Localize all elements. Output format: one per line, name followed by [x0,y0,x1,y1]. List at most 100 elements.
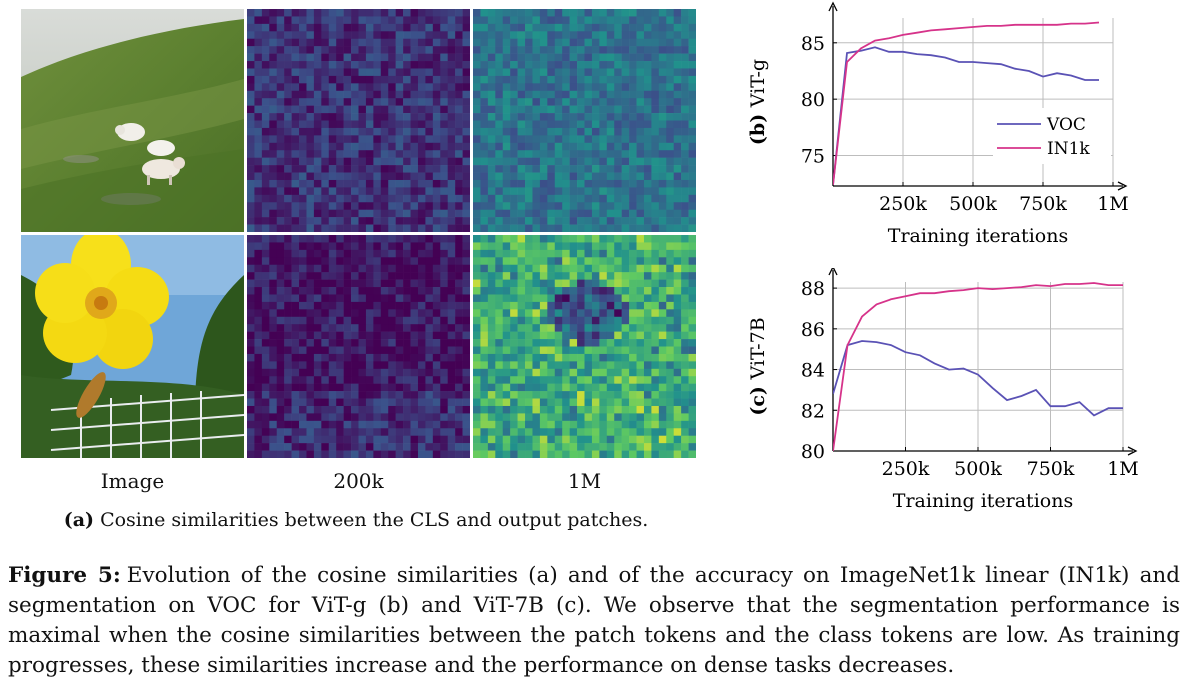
heatmap-cell [651,264,660,273]
heatmap-cell [417,435,426,444]
heatmap-cell [447,209,456,218]
heatmap-cell [261,316,270,325]
heatmap-cell [462,90,470,99]
heatmap-cell [455,361,463,370]
heatmap-cell [599,257,608,266]
heatmap-cell [502,361,511,370]
heatmap-cell [643,165,652,173]
heatmap-cell [306,405,315,414]
heatmap-cell [569,242,578,251]
heatmap-cell [480,46,489,54]
heatmap-cell [629,264,637,273]
heatmap-cell [614,331,622,340]
heatmap-cell [462,165,470,173]
heatmap-cell [547,287,556,295]
heatmap-cell [510,301,518,310]
heatmap-cell [351,264,359,273]
heatmap-cell [606,53,615,62]
heatmap-cell [276,217,285,225]
heatmap-cell [306,16,315,25]
heatmap-cell [343,46,352,54]
heatmap-cell [562,113,570,121]
heatmap-cell [495,376,504,384]
heatmap-cell [606,68,615,77]
heatmap-cell [606,113,615,121]
heatmap-cell [254,353,263,362]
heatmap-cell [403,98,411,106]
heatmap-cell [313,31,322,40]
heatmap-cell [636,361,645,370]
heatmap-cell [651,9,660,17]
heatmap-cell [606,376,615,384]
heatmap-cell [673,294,682,303]
heatmap-cell [532,294,541,303]
heatmap-cell [614,294,622,303]
heatmap-cell [403,346,411,355]
heatmap-cell [681,353,689,362]
heatmap-cell [410,31,419,40]
heatmap-cell [417,90,426,99]
heatmap-cell [673,38,682,47]
heatmap-cell [254,398,263,407]
heatmap-cell [403,324,411,332]
heatmap-cell [336,53,344,62]
heatmap-cell [569,235,578,243]
heatmap-cell [321,127,330,136]
heatmap-cell [606,301,615,310]
heatmap-cell [673,135,682,144]
heatmap-cell [380,368,389,377]
heatmap-cell [554,142,563,151]
heatmap-cell [388,157,396,166]
heatmap-cell [351,187,359,196]
heatmap-cell [577,16,585,25]
heatmap-cell [425,61,434,69]
heatmap-cell [440,450,448,458]
heatmap-cell [410,361,419,370]
heatmap-cell [643,135,652,144]
heatmap-cell [247,391,255,399]
heatmap-cell [462,435,470,444]
heatmap-cell [643,383,652,392]
heatmap-cell [358,61,367,69]
heatmap-cell [284,202,292,210]
heatmap-cell [584,187,593,196]
heatmap-cell [554,120,563,129]
heatmap-cell [291,217,300,225]
heatmap-cell [447,272,456,280]
heatmap-cell [532,450,541,458]
heatmap-cell [299,361,307,370]
heatmap-cell [328,16,337,25]
heatmap-cell [276,105,285,114]
heatmap-cell [569,38,578,47]
heatmap-cell [487,346,496,355]
heatmap-cell [440,202,448,210]
heatmap-cell [495,287,504,295]
heatmap-cell [261,361,270,370]
heatmap-cell [688,316,696,325]
heatmap-cell [621,9,630,17]
heatmap-cell [328,120,337,129]
heatmap-cell [276,242,285,251]
heatmap-cell [666,264,674,273]
heatmap-cell [606,450,615,458]
heatmap-cell [417,309,426,318]
heatmap-cell [599,428,608,436]
heatmap-cell [410,294,419,303]
heatmap-cell [569,420,578,429]
heatmap-cell [532,301,541,310]
heatmap-cell [291,135,300,144]
heatmap-cell [658,83,667,92]
heatmap-cell [636,435,645,444]
heatmap-cell [658,53,667,62]
heatmap-cell [455,420,463,429]
heatmap-cell [510,316,518,325]
heatmap-cell [313,61,322,69]
heatmap-cell [417,376,426,384]
heatmap-cell [547,443,556,451]
heatmap-cell [643,172,652,181]
heatmap-cell [502,83,511,92]
heatmap-cell [261,194,270,203]
heatmap-cell [629,294,637,303]
heatmap-cell [510,420,518,429]
heatmap-cell [447,157,456,166]
